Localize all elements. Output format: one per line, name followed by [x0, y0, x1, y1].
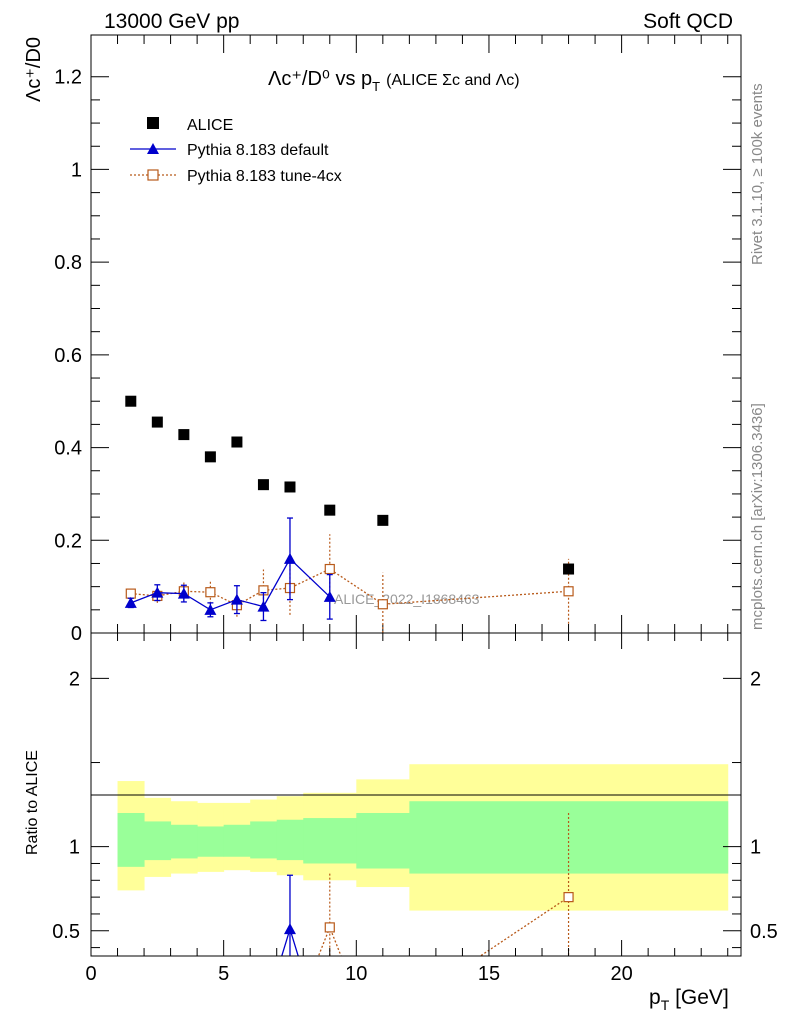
ratio-y-label: Ratio to ALICE: [24, 750, 41, 855]
ratio-series: [281, 813, 574, 956]
tune4cx-point: [563, 586, 574, 597]
x-tick-label: 15: [478, 963, 500, 985]
top-y-tick-label: 1: [71, 159, 82, 181]
ratio-band-inner: [276, 819, 304, 861]
ratio-band-inner: [250, 821, 278, 859]
ratio-band-inner: [223, 824, 251, 857]
legend-label-default: Pythia 8.183 default: [187, 142, 329, 159]
plot-title-paren: (ALICE Σc and Λc): [386, 72, 520, 89]
bottom-y-tick-label: 2: [69, 668, 80, 690]
legend: ALICE Pythia 8.183 default Pythia 8.183 …: [130, 117, 342, 185]
top-y-tick-label: 1.2: [54, 67, 82, 89]
header-left: 13000 GeV pp: [104, 10, 239, 33]
ratio-band-inner: [117, 813, 145, 867]
plot-title: Λc⁺/D⁰ vs pT (ALICE Σc and Λc): [268, 68, 520, 94]
top-axis-ticks: [90, 35, 741, 634]
ratio-band-inner: [356, 813, 410, 869]
alice-point: [204, 451, 216, 463]
ratio-series-group: [281, 813, 574, 956]
bottom-y-tick-label-right: 1: [750, 837, 761, 859]
ratio-bands: [117, 764, 729, 911]
main-panel: 0 0.2 0.4 0.6 0.8 1 1.2 ALICE_2022_I1868463 Λc…: [23, 34, 742, 645]
alice-point: [284, 481, 296, 493]
x-tick-label: 10: [345, 963, 367, 985]
top-series: [124, 395, 575, 633]
legend-label-alice: ALICE: [187, 117, 233, 134]
x-axis-label: pT [GeV]: [649, 986, 729, 1013]
default-point: [323, 590, 336, 602]
ratio-frame: [90, 632, 742, 957]
ratio-panel: 0.5 0.5 1 1 2 2 0 5 10 15 20 Ratio to ALICE pT [G…: [24, 632, 778, 1013]
default-point: [151, 586, 164, 598]
rivet-label: Rivet 3.1.10, ≥ 100k events: [749, 83, 766, 265]
header-right: Soft QCD: [643, 10, 733, 33]
ratio-tune4cx-line: [479, 896, 569, 956]
alice-point: [324, 504, 336, 516]
x-tick-label: 5: [218, 963, 229, 985]
tune4cx-point: [125, 588, 136, 599]
x-tick-labels: 0 5 10 15 20: [85, 963, 632, 985]
alice-point: [231, 436, 243, 448]
mcplots-label: mcplots.cern.ch [arXiv:1306.3436]: [749, 403, 766, 630]
ratio-band-inner: [303, 818, 357, 864]
ratio-default-point: [283, 923, 296, 935]
ratio-band-inner: [144, 821, 172, 861]
default-line: [130, 557, 331, 611]
bottom-y-tick-label: 0.5: [52, 921, 80, 943]
default-point: [257, 600, 270, 612]
alice-point: [125, 395, 137, 407]
plot-title-main: Λc⁺/D⁰ vs p: [268, 68, 372, 90]
default-point: [124, 596, 137, 608]
default-point: [177, 587, 190, 599]
x-tick-label: 20: [610, 963, 632, 985]
top-y-label: Λc⁺/D0: [23, 37, 45, 102]
top-y-tick-label: 0.4: [54, 438, 82, 460]
default-point: [204, 603, 217, 615]
top-y-tick-label: 0.6: [54, 345, 82, 367]
tune4cx-point: [205, 587, 216, 598]
legend-marker-default: [147, 143, 159, 154]
plot-title-sub: T: [372, 79, 380, 94]
alice-point: [178, 429, 190, 441]
bottom-y-tick-labels: 0.5 0.5 1 1 2 2: [52, 668, 778, 942]
legend-label-tune4cx: Pythia 8.183 tune-4cx: [187, 168, 342, 185]
default-point: [283, 552, 296, 564]
legend-marker-tune4cx: [147, 169, 159, 181]
ratio-band-inner: [170, 824, 198, 859]
ratio-tune4cx-point: [324, 922, 335, 933]
x-tick-label: 0: [85, 963, 96, 985]
top-y-tick-label: 0.2: [54, 530, 82, 552]
top-y-tick-label: 0: [71, 623, 82, 645]
top-y-tick-labels: 0 0.2 0.4 0.6 0.8 1 1.2: [54, 67, 82, 645]
alice-point: [151, 416, 163, 428]
legend-marker-alice: [147, 117, 159, 129]
ratio-band-inner: [197, 826, 225, 857]
tune4cx-point: [377, 599, 388, 610]
watermark: ALICE_2022_I1868463: [334, 591, 480, 607]
tune4cx-point: [324, 563, 335, 575]
bottom-y-tick-label: 1: [69, 837, 80, 859]
bottom-y-tick-label-right: 0.5: [750, 921, 778, 943]
default-point: [230, 593, 243, 605]
alice-point: [377, 514, 389, 526]
alice-point: [257, 479, 269, 491]
bottom-y-tick-label-right: 2: [750, 668, 761, 690]
alice-point: [563, 563, 575, 575]
top-y-tick-label: 0.8: [54, 252, 82, 274]
ratio-tune4cx-point: [563, 892, 574, 903]
